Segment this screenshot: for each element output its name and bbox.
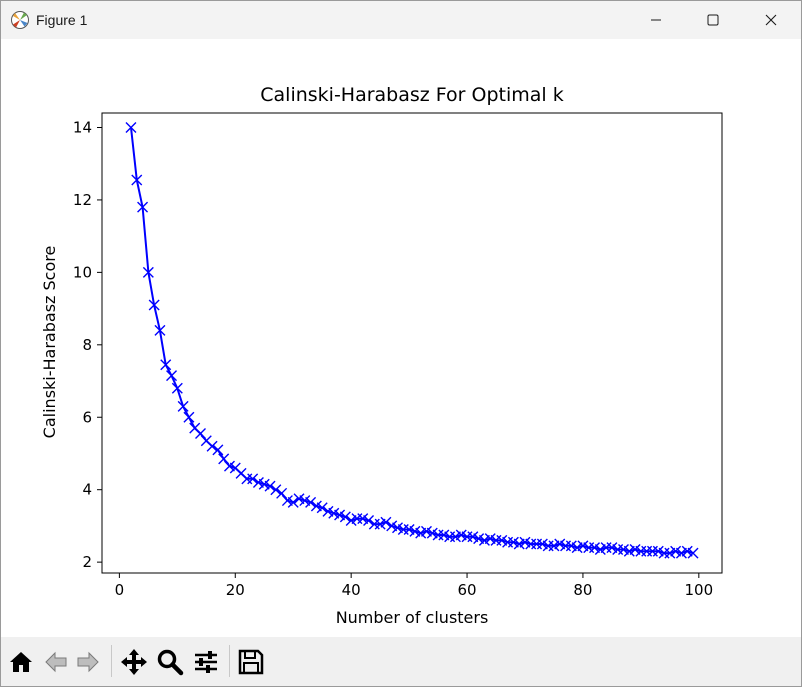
data-point-marker <box>206 440 218 452</box>
data-point-marker <box>276 487 288 499</box>
data-point-marker <box>183 411 195 423</box>
y-tick-label: 12 <box>73 191 92 209</box>
y-tick-label: 2 <box>82 553 92 571</box>
data-point-marker <box>316 502 328 514</box>
data-point-marker <box>218 453 230 465</box>
data-point-marker <box>160 359 172 371</box>
data-point-marker <box>137 201 149 213</box>
y-axis-label: Calinski-Harabasz Score <box>40 246 59 439</box>
y-tick-label: 4 <box>82 481 92 499</box>
data-point-marker <box>148 299 160 311</box>
arrow-left-icon <box>45 651 67 673</box>
y-tick-label: 8 <box>82 336 92 354</box>
minimize-button[interactable] <box>627 1 685 39</box>
configure-subplots-button[interactable] <box>191 647 221 677</box>
data-point-marker <box>247 473 259 485</box>
series-group <box>125 121 699 559</box>
maximize-icon <box>707 14 719 26</box>
data-point-marker <box>142 266 154 278</box>
home-button[interactable] <box>6 647 36 677</box>
data-point-marker <box>339 511 351 523</box>
data-point-marker <box>305 496 317 508</box>
data-point-marker <box>154 324 166 336</box>
y-tick-label: 6 <box>82 408 92 426</box>
data-point-marker <box>166 370 178 382</box>
chart-title: Calinski-Harabasz For Optimal k <box>260 84 564 106</box>
data-point-marker <box>270 484 282 496</box>
save-button[interactable] <box>236 647 266 677</box>
y-tick-label: 10 <box>73 263 92 281</box>
window-title: Figure 1 <box>36 12 88 28</box>
data-point-marker <box>687 547 699 559</box>
data-point-marker <box>177 400 189 412</box>
magnifier-icon <box>157 649 184 676</box>
x-tick-label: 60 <box>457 581 476 599</box>
x-tick-label: 40 <box>342 581 361 599</box>
data-point-marker <box>212 444 224 456</box>
series-line <box>130 127 694 555</box>
title-bar[interactable]: Figure 1 <box>1 1 801 39</box>
navigation-toolbar <box>1 637 801 686</box>
y-axis-ticks: 2 4 6 8 10 12 14 <box>73 118 102 571</box>
x-tick-label: 100 <box>685 581 714 599</box>
x-tick-label: 20 <box>226 581 245 599</box>
chart-svg: Calinski-Harabasz For Optimal k Number o… <box>40 84 723 627</box>
data-point-marker <box>171 382 183 394</box>
data-point-marker <box>363 514 375 526</box>
close-button[interactable] <box>742 1 800 39</box>
matplotlib-figure-icon <box>10 10 30 30</box>
maximize-button[interactable] <box>684 1 742 39</box>
data-point-marker <box>131 174 143 186</box>
data-point-marker <box>287 496 299 508</box>
x-tick-label: 0 <box>115 581 125 599</box>
figure-canvas[interactable]: Calinski-Harabasz For Optimal k Number o… <box>1 39 801 637</box>
back-button[interactable] <box>41 647 71 677</box>
move-arrows-icon <box>121 649 147 675</box>
toolbar-separator <box>111 645 112 677</box>
x-axis-label: Number of clusters <box>336 608 489 627</box>
data-point-marker <box>195 428 206 440</box>
axes-frame <box>101 112 723 574</box>
minimize-icon <box>651 19 661 21</box>
zoom-button[interactable] <box>155 647 185 677</box>
toolbar-separator <box>229 645 230 677</box>
y-tick-label: 14 <box>73 118 92 136</box>
floppy-disk-icon <box>238 649 264 675</box>
sliders-icon <box>195 651 217 673</box>
arrow-right-icon <box>77 651 99 673</box>
data-point-marker <box>264 480 276 492</box>
x-axis-ticks: 0 20 40 60 80 100 <box>115 573 714 599</box>
x-tick-label: 80 <box>573 581 592 599</box>
data-point-marker <box>125 121 137 133</box>
close-icon <box>765 14 777 26</box>
home-icon <box>10 652 32 672</box>
data-point-marker <box>380 516 392 528</box>
forward-button[interactable] <box>73 647 103 677</box>
pan-button[interactable] <box>119 647 149 677</box>
